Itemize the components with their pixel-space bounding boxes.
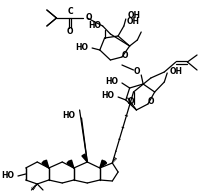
Text: HO: HO <box>75 42 88 51</box>
Polygon shape <box>42 161 49 168</box>
Text: HO: HO <box>101 92 114 100</box>
Polygon shape <box>100 161 107 168</box>
Polygon shape <box>43 160 49 168</box>
Text: O: O <box>67 27 73 36</box>
Polygon shape <box>82 154 87 162</box>
Polygon shape <box>69 160 74 168</box>
Text: OH: OH <box>170 66 183 75</box>
Text: O: O <box>148 98 154 107</box>
Text: HO: HO <box>1 171 14 180</box>
Text: O: O <box>127 97 134 105</box>
Text: HO: HO <box>63 111 76 119</box>
Text: O: O <box>86 13 93 22</box>
Polygon shape <box>100 160 105 168</box>
Text: OH: OH <box>127 17 140 26</box>
Text: O: O <box>122 51 128 60</box>
Polygon shape <box>67 161 74 168</box>
Text: HO: HO <box>105 78 118 87</box>
Text: OH: OH <box>128 12 141 21</box>
Text: HO: HO <box>89 22 102 31</box>
Text: C: C <box>67 7 73 17</box>
Text: O: O <box>133 68 140 76</box>
